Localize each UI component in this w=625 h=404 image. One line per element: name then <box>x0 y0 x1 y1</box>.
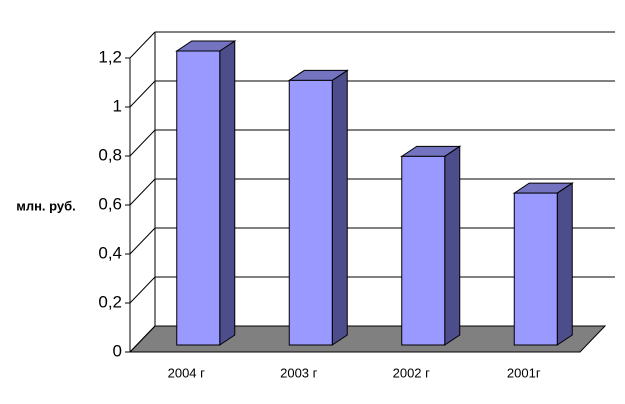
grid-line <box>129 178 156 206</box>
bar-front <box>176 50 221 346</box>
bar <box>287 69 349 346</box>
bar-side <box>444 145 461 346</box>
bar-front <box>401 155 446 346</box>
x-tick-label: 2003 г <box>280 365 318 380</box>
x-tick-label: 2002 г <box>393 365 431 380</box>
y-tick-label: 0 <box>113 341 122 360</box>
y-tick-label: 1 <box>113 96 122 115</box>
bar-side <box>331 69 348 346</box>
bar-front <box>288 79 333 346</box>
bar <box>512 182 574 346</box>
y-tick-label: 0,4 <box>98 243 122 262</box>
y-tick-label: 0,8 <box>98 145 122 164</box>
grid-line <box>129 325 156 353</box>
bar-front <box>513 192 558 346</box>
grid-line <box>129 80 156 108</box>
bar-side <box>556 182 573 346</box>
grid-line <box>129 31 156 59</box>
grid-line <box>129 129 156 157</box>
bar <box>175 40 237 346</box>
bar-side <box>219 40 236 346</box>
y-axis-label: млн. руб. <box>16 198 76 213</box>
y-tick-label: 0,2 <box>98 292 122 311</box>
y-tick-label: 0,6 <box>98 194 122 213</box>
x-tick-label: 2004 г <box>168 365 206 380</box>
bar <box>400 145 462 346</box>
grid-line <box>129 276 156 304</box>
y-tick-label: 1,2 <box>98 47 122 66</box>
grid-line <box>129 227 156 255</box>
x-tick-label: 2001г <box>507 365 541 380</box>
